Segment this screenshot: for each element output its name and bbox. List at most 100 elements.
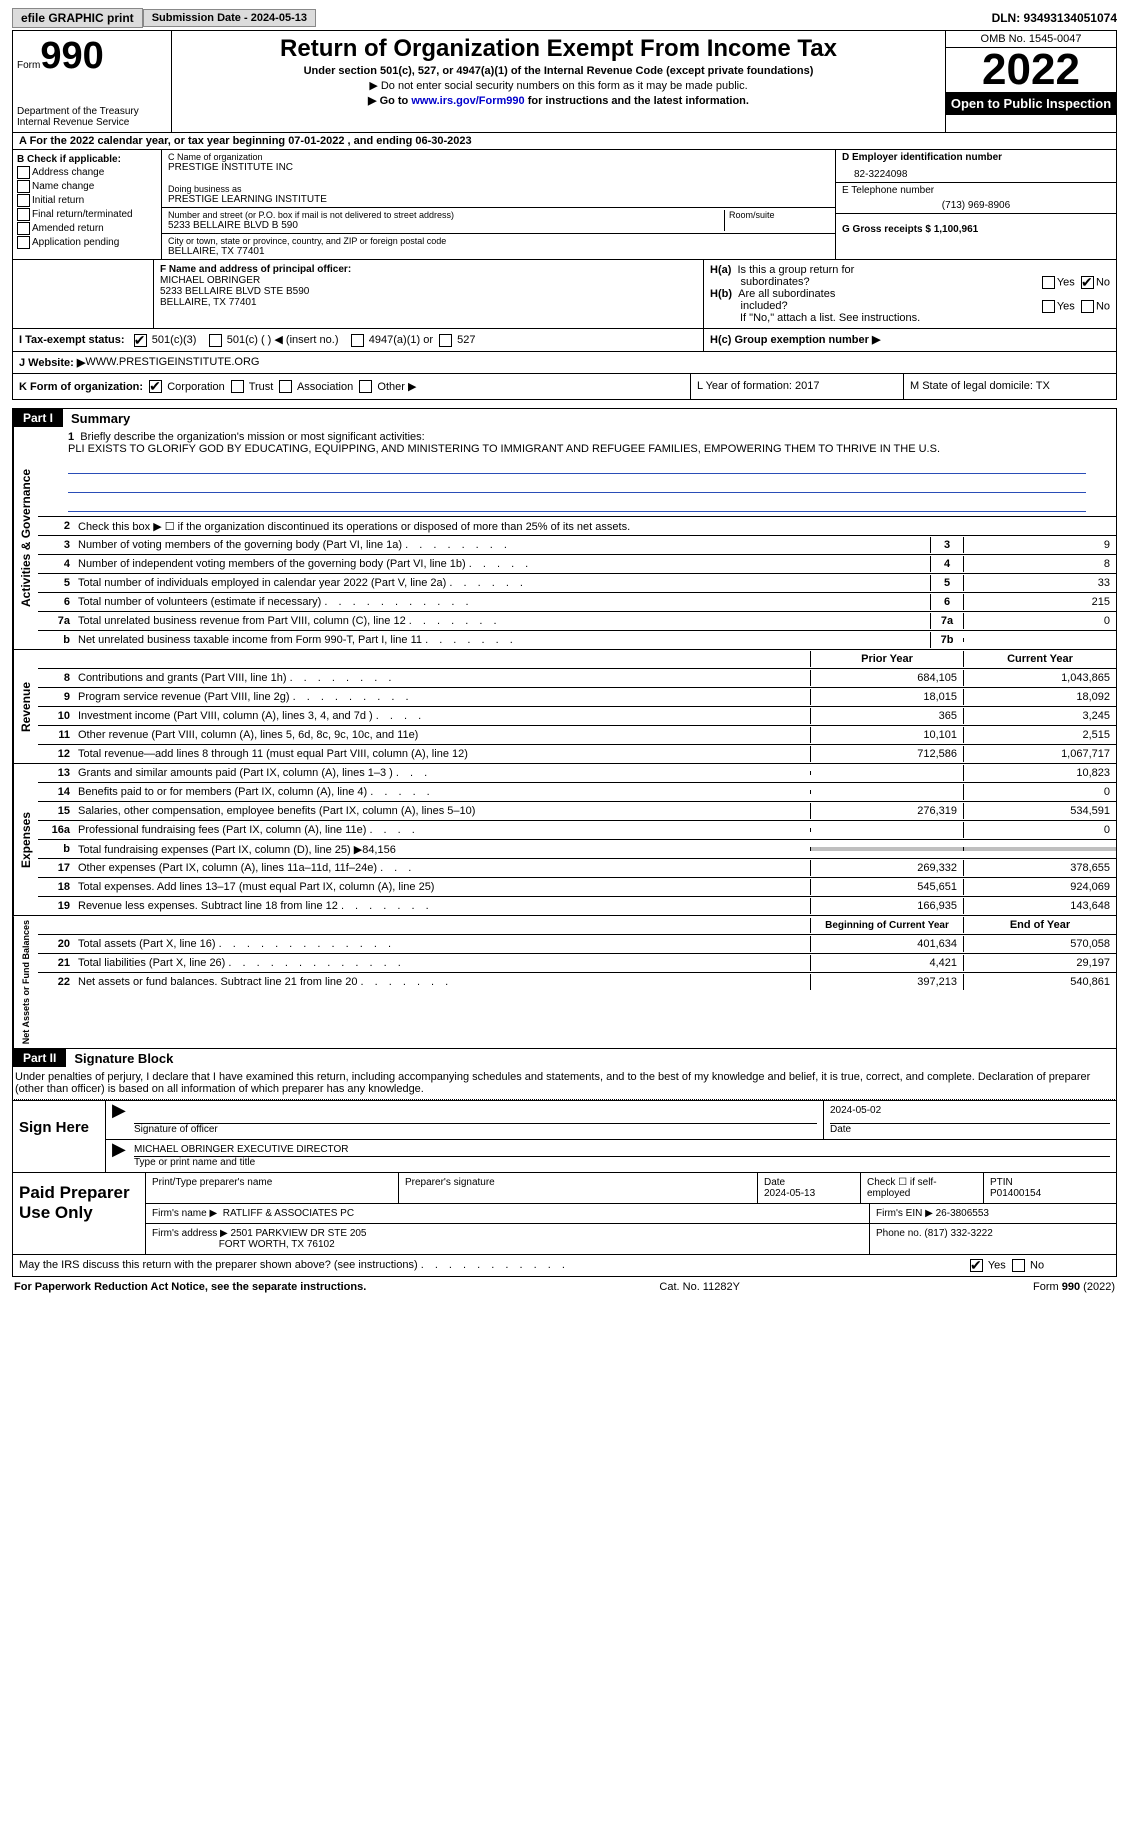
hb-note: If "No," attach a list. See instructions… [710,312,1110,324]
discuss-yes[interactable] [970,1259,983,1272]
cat-no: Cat. No. 11282Y [659,1281,740,1293]
line9-py: 18,015 [810,689,963,705]
firm-name-label: Firm's name ▶ [152,1208,217,1219]
line9-cy: 18,092 [963,689,1116,705]
line19-text: Revenue less expenses. Subtract line 18 … [78,900,338,912]
check-self-employed: Check ☐ if self-employed [861,1173,984,1203]
hb-no[interactable] [1081,300,1094,313]
line14-text: Benefits paid to or for members (Part IX… [78,786,367,798]
ssn-note: ▶ Do not enter social security numbers o… [176,79,941,92]
label-assoc: Association [297,381,353,393]
state-domicile: M State of legal domicile: TX [904,374,1116,400]
line7a-val: 0 [963,613,1116,629]
label-initial-return: Initial return [32,195,84,206]
check-527[interactable] [439,334,452,347]
line21-text: Total liabilities (Part X, line 26) [78,957,225,969]
c-label: C Name of organization [168,152,829,162]
check-assoc[interactable] [279,380,292,393]
org-name: PRESTIGE INSTITUTE INC [168,162,829,173]
form-label: Form [17,60,40,71]
officer-addr1: 5233 BELLAIRE BLVD STE B590 [160,286,309,297]
check-501c[interactable] [209,334,222,347]
irs-link[interactable]: www.irs.gov/Form990 [411,95,524,107]
line15-py: 276,319 [810,803,963,819]
g-label: G Gross receipts $ 1,100,961 [842,224,978,235]
ha-yes-label: Yes [1057,276,1075,288]
discuss-no[interactable] [1012,1259,1025,1272]
line2: Check this box ▶ ☐ if the organization d… [74,518,1116,535]
sig-officer-label: Signature of officer [134,1124,218,1135]
line16a-cy: 0 [963,822,1116,838]
section-governance: Activities & Governance [13,427,38,649]
check-initial-return[interactable] [17,194,30,207]
arrow-icon: ▶ [112,1106,126,1115]
goto-pre: ▶ Go to [368,95,411,107]
check-corp[interactable] [149,380,162,393]
line18-text: Total expenses. Add lines 13–17 (must eq… [78,881,434,893]
ha-yes[interactable] [1042,276,1055,289]
prep-date: 2024-05-13 [764,1188,815,1199]
ha-no[interactable] [1081,276,1094,289]
check-address-change[interactable] [17,166,30,179]
mission-text: PLI EXISTS TO GLORIFY GOD BY EDUCATING, … [68,443,940,455]
check-trust[interactable] [231,380,244,393]
line17-py: 269,332 [810,860,963,876]
line6-box: 6 [930,594,963,610]
label-name-change: Name change [32,181,94,192]
officer-name: MICHAEL OBRINGER [160,275,260,286]
e-label: E Telephone number [842,185,1110,196]
label-501c3: 501(c)(3) [152,334,197,346]
line22-text: Net assets or fund balances. Subtract li… [78,976,357,988]
check-final-return[interactable] [17,208,30,221]
label-address-change: Address change [32,167,104,178]
line18-cy: 924,069 [963,879,1116,895]
check-4947[interactable] [351,334,364,347]
line11-text: Other revenue (Part VIII, column (A), li… [78,729,418,741]
part1-header: Part I [13,409,63,427]
label-final-return: Final return/terminated [32,209,133,220]
line10-cy: 3,245 [963,708,1116,724]
line19-cy: 143,648 [963,898,1116,914]
prep-date-label: Date [764,1177,785,1188]
header-right-box: OMB No. 1545-0047 2022 Open to Public In… [945,31,1116,132]
line8-text: Contributions and grants (Part VIII, lin… [78,672,287,684]
hdr-end: End of Year [963,917,1116,933]
hdr-prior: Prior Year [810,651,963,667]
line10-text: Investment income (Part VIII, column (A)… [78,710,373,722]
line22-py: 397,213 [810,974,963,990]
goto-post: for instructions and the latest informat… [525,95,749,107]
line14-cy: 0 [963,784,1116,800]
line13-py [810,771,963,775]
check-501c3[interactable] [134,334,147,347]
check-name-change[interactable] [17,180,30,193]
line5-val: 33 [963,575,1116,591]
firm-ein-label: Firm's EIN ▶ [876,1208,933,1219]
line3-text: Number of voting members of the governin… [78,539,402,551]
efile-print-button[interactable]: efile GRAPHIC print [12,8,143,28]
org-address: 5233 BELLAIRE BLVD B 590 [168,220,724,231]
type-name-label: Type or print name and title [134,1157,255,1168]
department-label: Department of the Treasury Internal Reve… [17,106,167,128]
hb-yes[interactable] [1042,300,1055,313]
officer-print-name: MICHAEL OBRINGER EXECUTIVE DIRECTOR [134,1144,1110,1157]
phone: (713) 969-8906 [842,196,1110,211]
check-amended[interactable] [17,222,30,235]
officer-spacer [13,260,154,328]
line6-val: 215 [963,594,1116,610]
city-label: City or town, state or province, country… [168,236,829,246]
line6-text: Total number of volunteers (estimate if … [78,596,321,608]
line7a-box: 7a [930,613,963,629]
label-app-pending: Application pending [32,237,119,248]
ein: 82-3224098 [842,163,1110,180]
check-app-pending[interactable] [17,236,30,249]
line15-text: Salaries, other compensation, employee b… [78,805,475,817]
line16b-py [810,847,963,851]
form-subtitle: Under section 501(c), 527, or 4947(a)(1)… [176,65,941,77]
line7a-text: Total unrelated business revenue from Pa… [78,615,406,627]
check-other[interactable] [359,380,372,393]
line20-cy: 570,058 [963,936,1116,952]
line20-py: 401,634 [810,936,963,952]
line1-label: Briefly describe the organization's miss… [80,431,424,443]
label-trust: Trust [249,381,274,393]
tax-year: 2022 [946,48,1116,92]
